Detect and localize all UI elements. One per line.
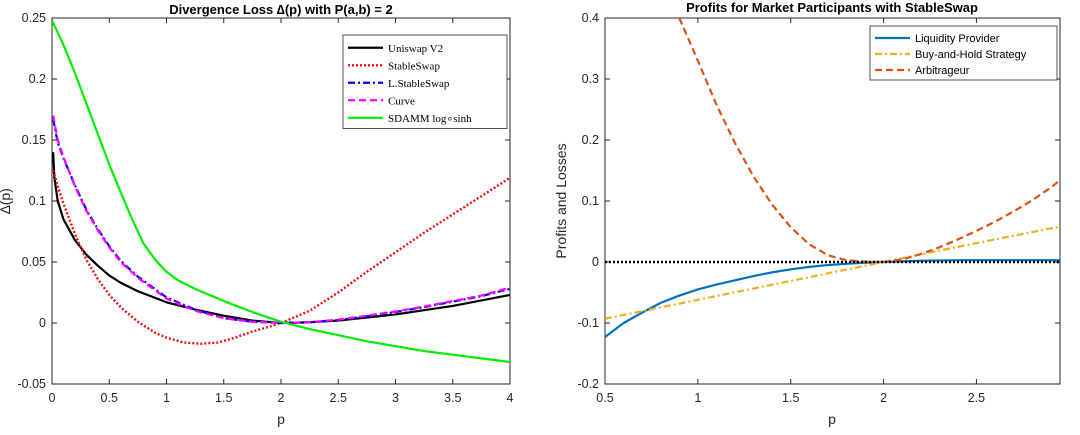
legend-box <box>342 34 508 129</box>
series-line-stableswap <box>52 170 510 345</box>
y-tick-label: -0.05 <box>18 377 47 391</box>
x-tick-label: 3.5 <box>444 391 461 405</box>
x-tick-label: 0.5 <box>596 391 613 405</box>
y-tick-label: 0 <box>592 255 599 269</box>
chart-title: Divergence Loss ∆(p) with P(a,b) = 2 <box>169 2 393 17</box>
legend-label: Arbitrageur <box>915 65 970 77</box>
x-ticks: 0 0.5 1 1.5 2 2.5 3 3.5 4 <box>49 18 514 405</box>
divergence-loss-chart: Divergence Loss ∆(p) with P(a,b) = 2 p ∆… <box>0 2 514 427</box>
x-tick-label: 2.5 <box>968 391 985 405</box>
x-tick-label: 3 <box>392 391 399 405</box>
legend: Liquidity Provider Buy-and-Hold Strategy A… <box>869 25 1058 81</box>
legend-label: Uniswap V2 <box>388 43 443 55</box>
x-tick-label: 2 <box>278 391 285 405</box>
x-tick-label: 0.5 <box>101 391 118 405</box>
x-axis-label: p <box>828 411 836 427</box>
series-line-curve <box>52 115 510 325</box>
market-participants-profit-chart: Profits for Market Participants with Sta… <box>553 0 1061 427</box>
series-line-liquidity-provider <box>605 259 1060 338</box>
series-layer <box>52 19 510 364</box>
x-tick-label: 1 <box>694 391 701 405</box>
y-ticks: -0.2 -0.1 0 0.1 0.2 0.3 0.4 <box>577 11 1060 391</box>
x-tick-label: 1.5 <box>215 391 232 405</box>
y-tick-label: 0.05 <box>22 255 46 269</box>
y-axis-label: Profits and Losses <box>553 143 569 258</box>
y-tick-label: 0.15 <box>22 133 46 147</box>
series-layer <box>605 18 1060 338</box>
series-line-l-stableswap <box>52 119 510 325</box>
x-axis-label: p <box>277 411 285 427</box>
series-line-uniswap-v2 <box>52 152 510 325</box>
y-tick-label: 0.25 <box>22 11 46 25</box>
y-tick-label: 0 <box>39 316 46 330</box>
chart-title: Profits for Market Participants with Sta… <box>686 0 978 15</box>
y-tick-label: 0.2 <box>582 133 599 147</box>
x-tick-label: 0 <box>49 391 56 405</box>
y-tick-label: -0.2 <box>577 377 599 391</box>
x-tick-label: 1.5 <box>782 391 799 405</box>
series-line-buy-and-hold-strategy <box>605 225 1060 320</box>
x-ticks: 0.5 1 1.5 2 2.5 <box>596 18 985 405</box>
y-tick-label: 0.1 <box>29 194 46 208</box>
legend-label: StableSwap <box>388 60 440 72</box>
x-tick-label: 2 <box>880 391 887 405</box>
legend-label: Buy-and-Hold Strategy <box>915 49 1027 61</box>
y-tick-label: 0.4 <box>582 11 599 25</box>
legend: Uniswap V2 StableSwap L.StableSwap Curve SDA… <box>342 34 508 129</box>
y-axis-label: ∆(p) <box>0 188 13 214</box>
legend-label: L.StableSwap <box>388 78 450 90</box>
series-line-sdamm-log-sinh <box>52 19 510 364</box>
x-tick-label: 2.5 <box>330 391 347 405</box>
y-tick-label: 0.3 <box>582 72 599 86</box>
legend-label: SDAMM log∘sinh <box>388 113 472 125</box>
legend-label: Liquidity Provider <box>915 33 1000 45</box>
x-tick-label: 1 <box>163 391 170 405</box>
y-ticks: -0.05 0 0.05 0.1 0.15 0.2 0.25 <box>18 11 510 391</box>
x-tick-label: 4 <box>507 391 514 405</box>
y-tick-label: -0.1 <box>577 316 599 330</box>
legend-label: Curve <box>388 95 415 107</box>
y-tick-label: 0.1 <box>582 194 599 208</box>
y-tick-label: 0.2 <box>29 72 46 86</box>
